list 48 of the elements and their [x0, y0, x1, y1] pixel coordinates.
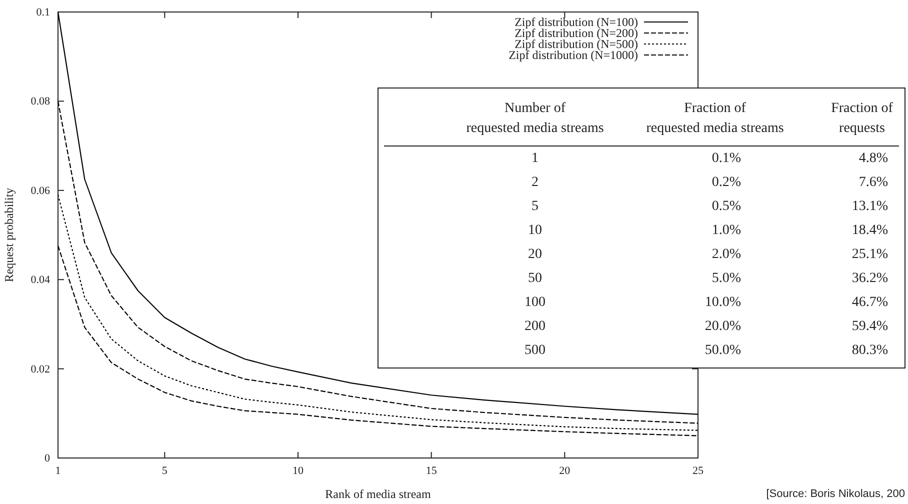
- data-label: 10.0%: [704, 295, 742, 310]
- text: [Source: Boris Nikolaus, 200: [766, 488, 905, 500]
- x-tick-label: 5: [162, 464, 168, 477]
- y-tick-label: 0.08: [30, 96, 50, 108]
- data-label: 7.6%: [858, 175, 888, 190]
- category-label: 20: [528, 247, 542, 262]
- text: Number of requested media streams: [466, 101, 604, 136]
- line-series: [57, 245, 699, 436]
- category-label: 10: [528, 223, 542, 238]
- x-tick-label: 20: [559, 464, 571, 477]
- x-tick-label: 1: [55, 464, 61, 477]
- category-label: 200: [524, 319, 546, 334]
- y-axis-title: Request probability: [2, 188, 16, 282]
- series-label: Fraction of requested media streams: [646, 101, 784, 136]
- data-label: 25.1%: [852, 247, 888, 262]
- category-label: 1: [532, 151, 538, 166]
- category-label: 500: [524, 343, 546, 358]
- x-axis-title: Rank of media stream: [325, 487, 432, 501]
- x-tick-label: 10: [292, 464, 304, 477]
- y-tick-label: 0.06: [30, 184, 50, 197]
- data-label: 20.0%: [704, 319, 742, 334]
- x-tick-label: 15: [426, 464, 438, 477]
- category-label: 2: [532, 175, 538, 190]
- category-label: 5: [532, 199, 538, 214]
- data-label: 0.2%: [712, 175, 742, 190]
- data-label: 18.4%: [852, 223, 888, 238]
- data-label: 5.0%: [712, 271, 742, 286]
- y-tick-label: 0.1: [36, 6, 50, 19]
- y-tick-label: 0: [44, 452, 50, 465]
- data-label: 59.4%: [852, 319, 888, 334]
- data-label: 46.7%: [852, 295, 888, 310]
- data-label: 2.0%: [712, 247, 742, 262]
- line-series: [57, 194, 699, 431]
- legend-label: Zipf distribution (N=100): [514, 15, 638, 29]
- data-label: 50.0%: [704, 343, 742, 358]
- text: Fraction of requests: [831, 101, 894, 136]
- data-label: 36.2%: [852, 271, 888, 286]
- data-label: 1.0%: [712, 223, 742, 238]
- y-tick-label: 0.02: [30, 363, 50, 376]
- category-label: 100: [524, 295, 546, 310]
- data-label: 0.1%: [712, 151, 742, 166]
- data-label: 0.5%: [712, 199, 742, 214]
- data-label: 4.8%: [858, 151, 888, 166]
- y-tick-label: 0.04: [30, 274, 50, 286]
- data-label: 13.1%: [852, 199, 888, 214]
- x-tick-label: 25: [692, 464, 704, 477]
- category-label: 50: [528, 271, 542, 286]
- data-label: 80.3%: [852, 343, 888, 358]
